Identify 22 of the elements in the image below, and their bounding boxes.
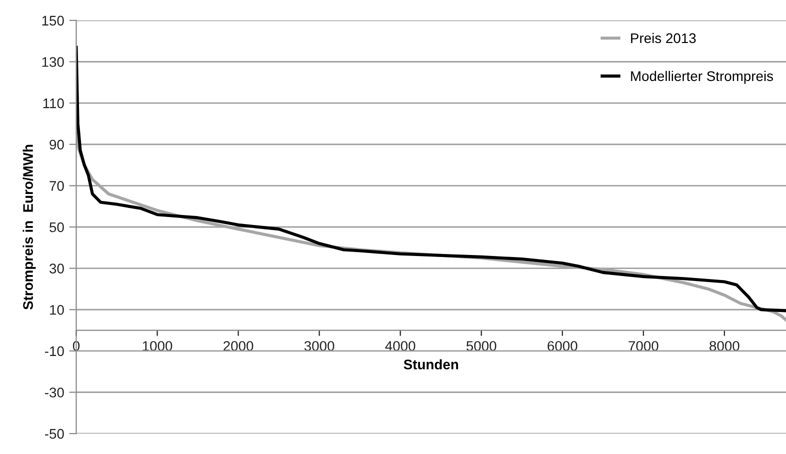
y-tick-label: 130 <box>42 57 64 67</box>
y-tick-label: 30 <box>50 264 64 274</box>
y-tick-label: -30 <box>44 388 64 398</box>
x-tick-label: 7000 <box>628 341 658 351</box>
x-tick-label: 8000 <box>710 341 740 351</box>
x-tick-label: 5000 <box>466 341 496 351</box>
y-axis-title: Strompreis in Euro/MWh <box>22 144 36 310</box>
x-tick-label: 3000 <box>304 341 334 351</box>
x-tick-label: 2000 <box>224 341 254 351</box>
x-axis-title: Stunden <box>404 359 458 370</box>
y-tick-label: 150 <box>42 16 64 26</box>
y-tick-label: -50 <box>44 428 64 439</box>
y-tick-label: 10 <box>50 304 64 315</box>
x-tick-label: 6000 <box>548 341 578 351</box>
y-tick-label: 50 <box>50 222 64 232</box>
x-tick-label: 4000 <box>385 341 416 351</box>
y-tick-label: 110 <box>43 98 64 108</box>
legend-label: Modellierter Strompreis <box>631 70 774 84</box>
y-tick-label: 70 <box>50 181 64 191</box>
y-tick-label: -10 <box>44 346 64 356</box>
legend-label: Preis 2013 <box>631 32 696 44</box>
y-tick-label: 90 <box>50 140 64 150</box>
